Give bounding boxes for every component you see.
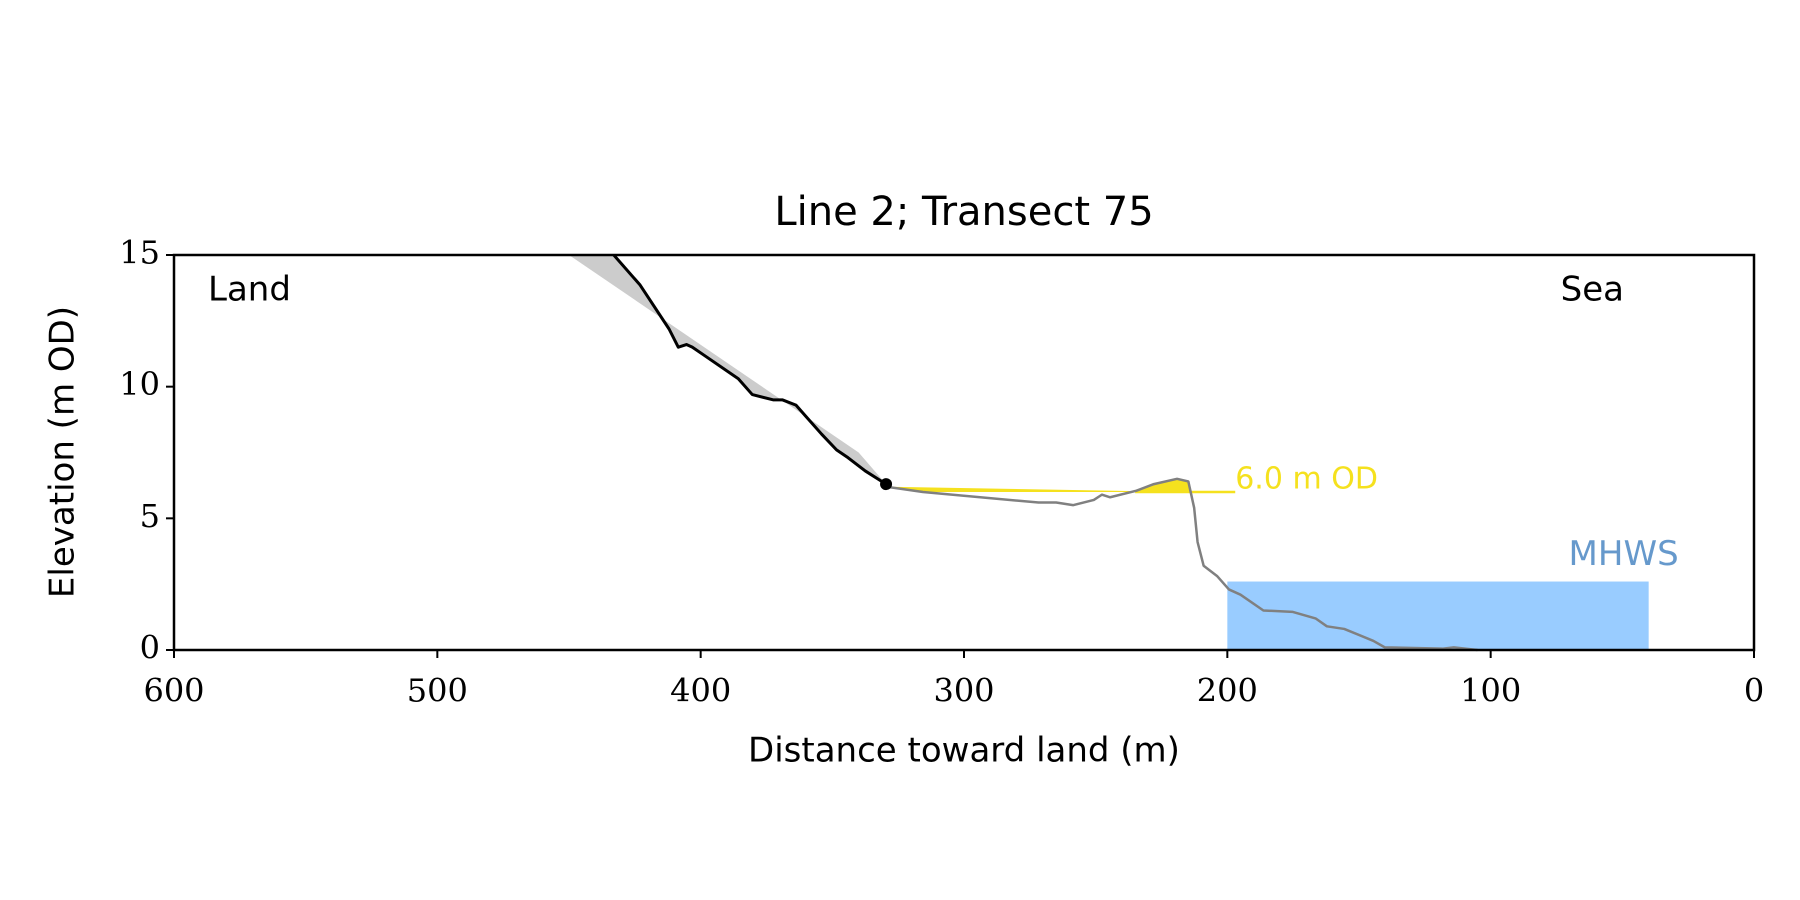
- x-tick-label: 200: [1197, 672, 1258, 710]
- y-tick-label: 15: [119, 234, 160, 272]
- od-fill: [886, 478, 1191, 492]
- od-label: 6.0 m OD: [1235, 462, 1378, 497]
- x-tick-label: 100: [1460, 672, 1521, 710]
- land-label: Land: [208, 270, 291, 310]
- cliff-toe-marker: [880, 478, 893, 491]
- y-tick-label: 0: [140, 629, 160, 667]
- x-axis-label: Distance toward land (m): [748, 731, 1180, 771]
- mhws-label: MHWS: [1569, 534, 1679, 574]
- y-tick-label: 10: [119, 365, 160, 403]
- profile-line: [885, 477, 1478, 652]
- chart-title: Line 2; Transect 75: [774, 189, 1153, 235]
- x-tick-label: 0: [1744, 672, 1764, 710]
- y-tick-label: 5: [140, 497, 160, 535]
- mhws-band: [1227, 581, 1649, 650]
- profile-line: [612, 254, 887, 486]
- y-axis-label: Elevation (m OD): [43, 306, 83, 598]
- x-tick-label: 600: [143, 672, 204, 710]
- x-tick-label: 400: [670, 672, 731, 710]
- x-tick-label: 300: [933, 672, 994, 710]
- sea-label: Sea: [1561, 270, 1624, 310]
- x-tick-label: 500: [407, 672, 468, 710]
